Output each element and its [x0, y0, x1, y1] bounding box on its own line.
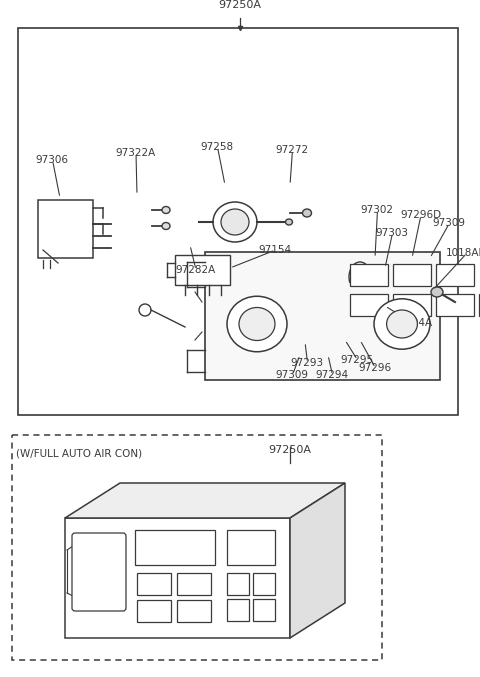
Bar: [135, 530, 215, 565]
Bar: [65, 518, 290, 638]
Text: 97250A: 97250A: [218, 0, 262, 10]
Bar: [137, 573, 171, 595]
Ellipse shape: [431, 287, 443, 297]
Bar: [177, 600, 211, 622]
Bar: [137, 600, 171, 622]
Bar: [436, 294, 474, 316]
Bar: [205, 252, 440, 380]
Bar: [350, 264, 388, 286]
Ellipse shape: [221, 209, 249, 235]
Text: 97154: 97154: [258, 245, 291, 255]
Text: 97296D: 97296D: [400, 210, 441, 220]
Text: 97250A: 97250A: [268, 445, 312, 455]
Text: 97309: 97309: [275, 370, 308, 380]
Text: 97296: 97296: [358, 363, 391, 373]
Text: 97304A: 97304A: [392, 318, 432, 328]
FancyBboxPatch shape: [72, 533, 126, 611]
Text: 97293: 97293: [290, 358, 323, 368]
Bar: [350, 294, 388, 316]
Text: 97303: 97303: [375, 228, 408, 238]
Text: 97322A: 97322A: [115, 148, 155, 158]
Text: 1018AD: 1018AD: [446, 248, 480, 258]
Ellipse shape: [162, 223, 170, 230]
Ellipse shape: [213, 202, 257, 242]
Bar: [12, 435, 382, 660]
Text: 97294: 97294: [315, 370, 348, 380]
Bar: [253, 573, 275, 595]
Bar: [253, 599, 275, 621]
Bar: [393, 294, 431, 316]
Text: 97302: 97302: [360, 205, 393, 215]
Polygon shape: [65, 483, 345, 518]
Text: 97295: 97295: [340, 355, 373, 365]
Bar: [18, 28, 458, 415]
Circle shape: [139, 304, 151, 316]
Text: (W/FULL AUTO AIR CON): (W/FULL AUTO AIR CON): [16, 449, 142, 459]
Text: 97272: 97272: [275, 145, 308, 155]
Text: 97258: 97258: [200, 142, 233, 152]
Polygon shape: [290, 483, 345, 638]
Ellipse shape: [162, 206, 170, 213]
Ellipse shape: [386, 310, 418, 338]
Bar: [479, 294, 480, 316]
Ellipse shape: [239, 307, 275, 341]
Bar: [393, 264, 431, 286]
Bar: [227, 599, 249, 621]
Bar: [227, 573, 249, 595]
Bar: [38, 200, 93, 258]
Text: 97282A: 97282A: [175, 265, 215, 275]
Bar: [436, 264, 474, 286]
Text: 97309: 97309: [432, 218, 465, 228]
Ellipse shape: [302, 209, 312, 217]
Text: 97306: 97306: [35, 155, 68, 165]
Bar: [227, 530, 275, 565]
Bar: [177, 573, 211, 595]
Ellipse shape: [227, 297, 287, 352]
Bar: [175, 255, 230, 285]
Ellipse shape: [374, 299, 430, 349]
Ellipse shape: [286, 219, 292, 225]
